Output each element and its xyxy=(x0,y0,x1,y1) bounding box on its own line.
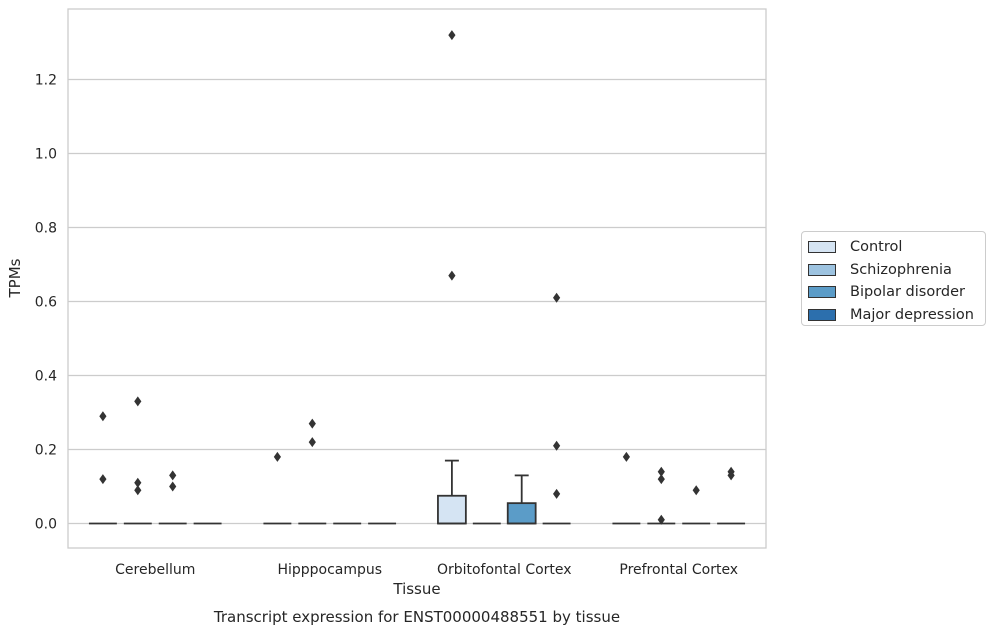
box xyxy=(123,396,152,525)
series-schizophrenia xyxy=(123,396,676,525)
outlier-point xyxy=(657,474,665,485)
outlier-point xyxy=(727,470,735,481)
y-axis-title: TPMs xyxy=(6,258,24,298)
gridlines xyxy=(68,78,766,525)
legend-item: Schizophrenia xyxy=(808,259,985,282)
outlier-point xyxy=(448,270,456,281)
outlier-point xyxy=(308,418,316,429)
x-tick-label: Hipppocampus xyxy=(277,562,382,578)
box-series xyxy=(88,30,746,525)
x-tick-labels: Cerebellum Hipppocampus Orbitofontal Corte… xyxy=(115,562,738,578)
outlier-point xyxy=(657,466,665,477)
outlier-point xyxy=(553,440,561,451)
legend-swatch xyxy=(808,241,836,254)
box xyxy=(506,474,537,525)
box xyxy=(717,466,746,525)
outlier-point xyxy=(553,488,561,499)
legend-label: Schizophrenia xyxy=(850,261,952,278)
box xyxy=(542,292,571,525)
legend-item: Major depression xyxy=(808,304,985,327)
box xyxy=(612,451,641,525)
y-tick-label: 0.6 xyxy=(35,295,57,311)
box xyxy=(298,418,327,525)
series-control xyxy=(88,30,641,525)
box xyxy=(647,466,676,525)
y-tick-label: 0.4 xyxy=(35,369,57,385)
box xyxy=(263,451,292,525)
y-tick-labels: 0.0 0.2 0.4 0.6 0.8 1.0 1.2 xyxy=(35,73,57,533)
legend-swatch xyxy=(808,286,836,299)
outlier-point xyxy=(622,451,630,462)
y-tick-label: 0.8 xyxy=(35,221,57,237)
outlier-point xyxy=(448,30,456,41)
outlier-point xyxy=(134,485,142,496)
y-tick-label: 1.0 xyxy=(35,147,57,163)
box-body xyxy=(506,502,537,525)
y-tick-label: 1.2 xyxy=(35,73,57,89)
legend-label: Bipolar disorder xyxy=(850,284,965,301)
outlier-point xyxy=(169,470,177,481)
legend-item: Control xyxy=(808,236,985,259)
box xyxy=(682,485,711,525)
outlier-point xyxy=(134,477,142,488)
box-body xyxy=(437,494,467,525)
x-tick-label: Cerebellum xyxy=(115,562,195,578)
y-tick-label: 0.0 xyxy=(35,517,57,533)
legend-swatch xyxy=(808,308,836,321)
legend-label: Control xyxy=(850,239,903,256)
y-tick-label: 0.2 xyxy=(35,443,57,459)
outlier-point xyxy=(553,292,561,303)
legend-swatch xyxy=(808,263,836,276)
plot-frame xyxy=(67,8,767,549)
chart-caption: Transcript expression for ENST0000048855… xyxy=(213,608,620,626)
outlier-point xyxy=(692,485,700,496)
outlier-point xyxy=(657,514,665,525)
series-major-depression xyxy=(193,292,746,525)
outlier-point xyxy=(169,481,177,492)
legend: Control Schizophrenia Bipolar disorder Majo… xyxy=(801,231,986,326)
outlier-point xyxy=(99,474,107,485)
box xyxy=(158,470,187,525)
legend-item: Bipolar disorder xyxy=(808,281,985,304)
outlier-point xyxy=(273,451,281,462)
outlier-point xyxy=(308,437,316,448)
outlier-point xyxy=(99,411,107,422)
x-tick-label: Orbitofontal Cortex xyxy=(437,562,572,578)
box xyxy=(88,411,117,525)
series-bipolar-disorder xyxy=(158,470,711,525)
outlier-point xyxy=(134,396,142,407)
x-axis-title: Tissue xyxy=(392,580,440,598)
legend-label: Major depression xyxy=(850,306,974,323)
box xyxy=(437,30,467,525)
x-tick-label: Prefrontal Cortex xyxy=(619,562,738,578)
